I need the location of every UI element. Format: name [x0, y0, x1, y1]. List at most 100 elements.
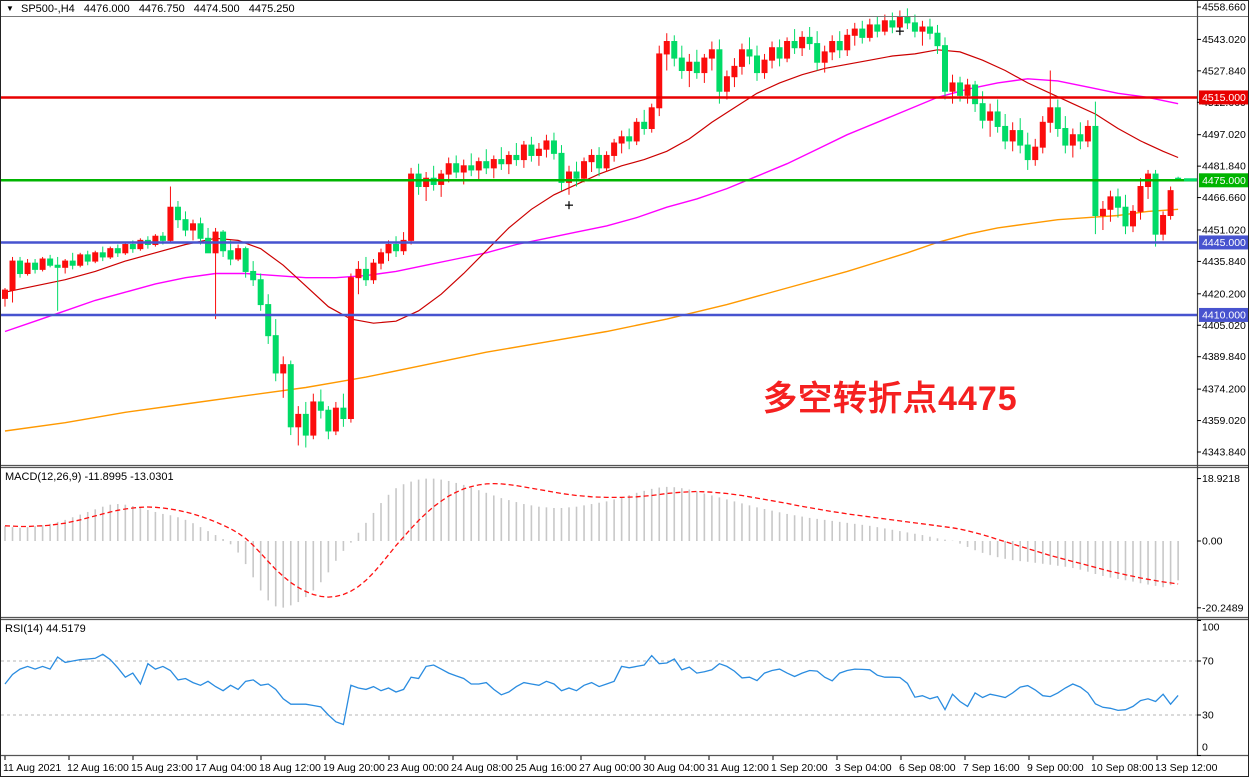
candle-body — [957, 82, 964, 96]
candle-body — [483, 161, 490, 169]
candle-body — [528, 144, 535, 156]
candle-body — [866, 24, 873, 38]
candle-body — [257, 279, 264, 306]
candle-body — [994, 111, 1001, 127]
macd-panel — [4, 478, 1179, 608]
candle — [152, 234, 159, 247]
badge-bg — [1199, 307, 1248, 322]
candle — [596, 147, 603, 177]
candle — [182, 211, 189, 237]
candle-body — [152, 235, 159, 246]
candle — [92, 250, 99, 264]
candle — [626, 128, 633, 150]
rsi-tick-label: 100 — [1202, 622, 1220, 634]
candle-body — [99, 252, 106, 258]
macd-tick-label: -20.2489 — [1202, 602, 1244, 614]
candle-body — [964, 84, 971, 96]
candle — [265, 294, 272, 344]
candle — [1009, 122, 1016, 152]
candle-body — [738, 49, 745, 67]
candle-body — [182, 219, 189, 231]
candle-body — [1092, 125, 1099, 217]
candle-body — [633, 121, 640, 142]
candle — [1114, 188, 1121, 218]
candle — [272, 319, 279, 382]
price-axis: 4558.6604543.0204527.8404512.6604497.020… — [1197, 2, 1248, 756]
macd-indicator-label: MACD(12,26,9) -11.8995 -13.0301 — [5, 471, 174, 483]
candle — [498, 147, 505, 170]
candle-body — [370, 262, 377, 281]
candle-body — [453, 163, 460, 173]
candle — [784, 37, 791, 63]
candle — [881, 14, 888, 36]
candle — [1130, 205, 1136, 233]
candle-body — [468, 165, 475, 171]
candle — [716, 39, 723, 104]
candle — [581, 157, 588, 183]
candle — [550, 132, 557, 160]
candle-body — [769, 47, 776, 61]
candle-body — [190, 223, 196, 231]
candle-body — [550, 140, 557, 154]
candle-body — [723, 76, 730, 92]
candle-body — [265, 304, 272, 337]
candle — [1054, 99, 1061, 137]
candle-body — [558, 152, 565, 183]
candle-body — [926, 26, 933, 34]
candle — [754, 45, 760, 81]
candle-body — [1032, 146, 1039, 161]
candle — [167, 186, 174, 243]
macd-main-value: -11.8995 — [84, 471, 128, 483]
candle-body — [1114, 196, 1121, 208]
candle-body — [17, 260, 24, 275]
candle — [964, 78, 971, 104]
candle-body — [1160, 215, 1167, 235]
time-axis: 11 Aug 2021 12 Aug 16:00 15 Aug 23:00 17 Au… — [3, 756, 1218, 774]
candle-body — [197, 223, 204, 239]
candle — [310, 393, 317, 440]
candle-body — [671, 41, 678, 59]
candle — [942, 37, 948, 100]
candle-body — [393, 244, 400, 252]
candle — [1137, 178, 1144, 220]
candle-body — [400, 239, 407, 252]
candle — [1167, 186, 1174, 220]
candle-body — [1137, 186, 1144, 212]
candle — [844, 29, 851, 57]
price-tick-label: 4405.020 — [1202, 320, 1246, 332]
time-tick-label: 3 Sep 04:00 — [835, 762, 892, 774]
candle — [911, 14, 918, 38]
candle — [836, 31, 843, 59]
candle-body — [520, 144, 527, 161]
candle-body — [942, 45, 948, 92]
price-tick-label: 4497.020 — [1202, 129, 1246, 141]
candle-body — [535, 148, 542, 156]
candle — [693, 49, 700, 79]
ma-slow-orange-line — [4, 208, 1179, 432]
candle — [317, 389, 324, 419]
candle-body — [332, 407, 339, 432]
symbol-info-bar: ▼ SP500-,H4 4476.000 4476.750 4474.500 4… — [6, 3, 301, 15]
time-tick-label: 1 Sep 20:00 — [771, 762, 828, 774]
candle-body — [972, 84, 979, 105]
candle — [821, 45, 828, 73]
candle-body — [317, 401, 324, 411]
candle — [1122, 194, 1129, 235]
candle — [874, 16, 881, 38]
candle — [656, 45, 663, 117]
candle-body — [1009, 130, 1016, 142]
candle-body — [69, 260, 76, 266]
candle — [791, 29, 798, 54]
candle-body — [626, 136, 633, 142]
price-tick-label: 4451.020 — [1202, 224, 1246, 236]
candle — [107, 246, 114, 260]
candle — [423, 172, 430, 202]
candle — [949, 74, 956, 104]
price-level-badge: 4410.000 — [1199, 307, 1248, 322]
macd-signal-value: -13.0301 — [130, 471, 174, 483]
candle — [535, 143, 542, 166]
candle-body — [791, 41, 798, 49]
candle — [520, 140, 527, 168]
